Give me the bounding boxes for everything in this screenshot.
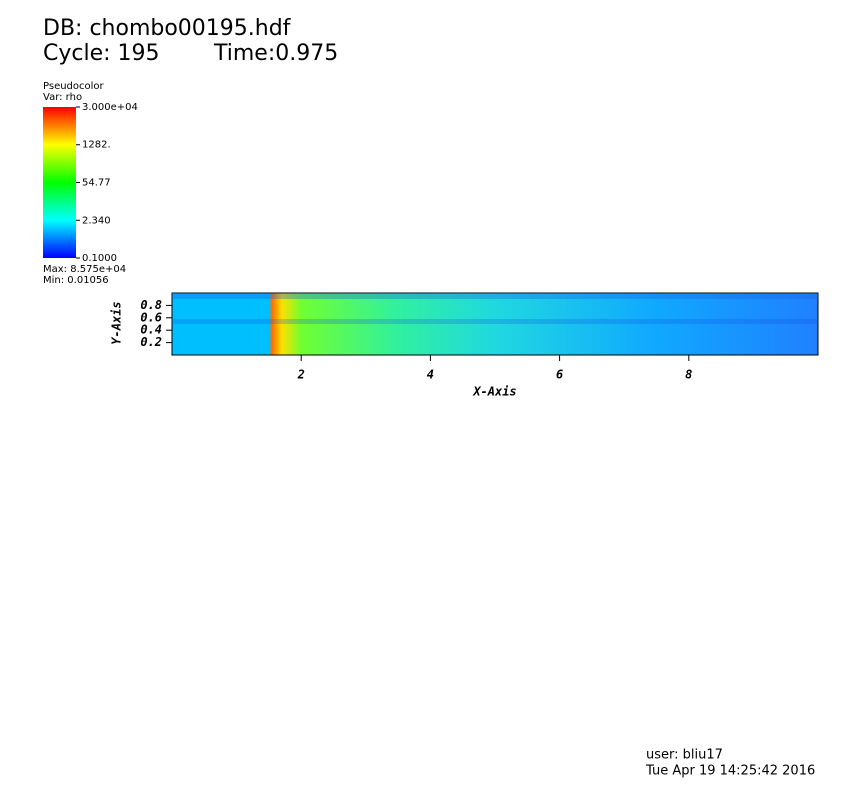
user-label: user: bliu17 (646, 748, 723, 763)
colorbar-tick-label: 1282. (82, 140, 111, 151)
y-tick-label: 0.4 (140, 323, 162, 337)
y-tick-label: 0.2 (140, 335, 162, 349)
colorbar (43, 107, 76, 258)
legend-title: Pseudocolor (43, 81, 105, 92)
db-label: DB: chombo00195.hdf (43, 16, 292, 41)
x-tick-label: 6 (556, 368, 563, 382)
y-tick-label: 0.6 (140, 310, 162, 324)
field-band (172, 319, 818, 324)
field (171, 292, 819, 356)
min-label: Min: 0.01056 (43, 275, 109, 286)
field-edge (172, 293, 818, 299)
x-tick-label: 8 (685, 368, 692, 382)
colorbar-tick-label: 3.000e+04 (82, 102, 138, 113)
colorbar-tick-label: 54.77 (82, 178, 111, 189)
colorbar-tick-label: 2.340 (82, 215, 111, 226)
colorbar-tick-label: 0.1000 (82, 253, 117, 264)
x-tick-label: 4 (427, 368, 434, 382)
x-axis-label: X-Axis (472, 385, 516, 399)
time-label: Time:0.975 (213, 41, 338, 66)
y-tick-label: 0.8 (140, 298, 162, 312)
cycle-label: Cycle: 195 (43, 41, 160, 66)
max-label: Max: 8.575e+04 (43, 264, 126, 275)
x-tick-label: 2 (297, 368, 305, 382)
legend-var: Var: rho (43, 92, 82, 103)
y-axis-label: Y-Axis (110, 301, 124, 344)
date-label: Tue Apr 19 14:25:42 2016 (645, 764, 815, 779)
